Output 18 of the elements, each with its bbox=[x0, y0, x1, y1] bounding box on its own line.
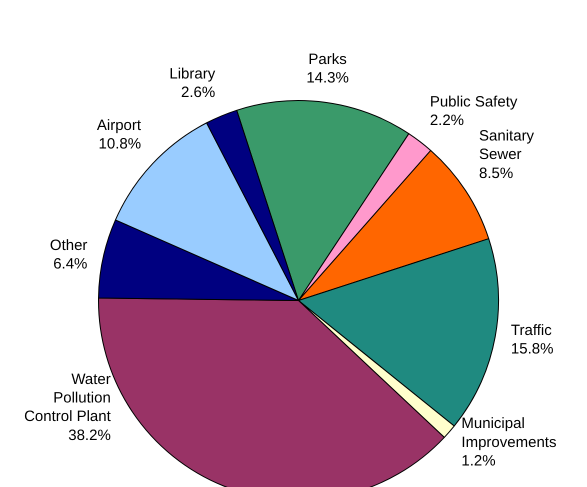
data-label: 1.2% bbox=[461, 452, 496, 470]
data-label: 2.6% bbox=[181, 84, 216, 102]
data-label: 6.4% bbox=[53, 256, 88, 273]
slice-label: Traffic bbox=[510, 322, 552, 339]
data-label: 8.5% bbox=[479, 164, 514, 182]
data-label: 14.3% bbox=[306, 69, 349, 86]
data-label: 15.8% bbox=[510, 340, 554, 358]
slice-label: Airport bbox=[96, 116, 142, 134]
slice-label: Parks bbox=[308, 50, 347, 68]
slice-label: Water Pollution Control Plant bbox=[24, 370, 112, 426]
slice-label: Other bbox=[50, 236, 88, 254]
slice-label: Sanitary Sewer bbox=[479, 128, 535, 164]
slice-label: Public Safety bbox=[430, 93, 518, 110]
slice-label: Municipal Improvements bbox=[461, 415, 556, 451]
data-label: 38.2% bbox=[68, 426, 111, 444]
data-label: 10.8% bbox=[98, 136, 142, 153]
slice-label: Library bbox=[169, 66, 216, 83]
data-label: 2.2% bbox=[430, 112, 464, 129]
